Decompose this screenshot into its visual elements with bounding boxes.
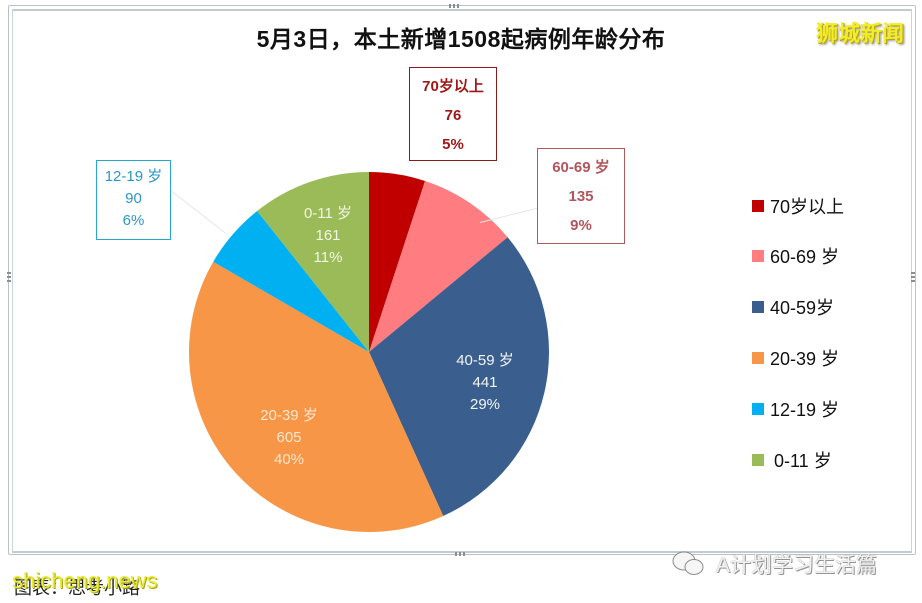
pie-slice-0-11 (257, 172, 369, 352)
legend-swatch (752, 352, 764, 364)
data-label-percent: 5% (442, 136, 464, 153)
legend-label: 70岁以上 (770, 197, 845, 217)
pie-slice-40-59 (369, 237, 550, 516)
data-label-count: 161 (315, 227, 341, 244)
data-label-70-plus: 70岁以上 76 5% (409, 67, 497, 161)
resize-handle-left[interactable] (7, 272, 11, 284)
data-label-0-11: 0-11 岁 161 11% (288, 203, 368, 269)
chart-title: 5月3日，本土新增1508起病例年龄分布 (256, 26, 666, 52)
site-watermark: shicheng.news (12, 568, 158, 593)
data-label-category: 12-19 岁 (104, 168, 163, 185)
pie-slice-60-69 (369, 180, 508, 352)
resize-handle-right[interactable] (911, 272, 915, 284)
data-label-40-59: 40-59 岁 441 29% (440, 350, 530, 416)
pie-slice-12-19 (213, 211, 369, 352)
legend-label: 12-19 岁 (770, 400, 840, 420)
legend-swatch (752, 454, 764, 466)
data-label-percent: 9% (570, 217, 592, 234)
legend-label: 0-11 岁 (774, 451, 832, 471)
data-label-percent: 29% (469, 396, 501, 413)
legend-swatch (752, 200, 764, 212)
data-label-category: 0-11 岁 (303, 205, 353, 222)
data-label-20-39: 20-39 岁 605 40% (244, 405, 334, 471)
resize-handle-top[interactable] (449, 4, 461, 8)
legend-label: 40-59岁 (770, 298, 835, 318)
data-label-count: 135 (568, 188, 594, 205)
data-label-count: 76 (444, 107, 462, 124)
resize-handle-bottom[interactable] (455, 552, 467, 556)
wechat-icon (672, 551, 704, 575)
legend-swatch (752, 403, 764, 415)
pie-slice-20-39 (189, 261, 444, 532)
wechat-account-name: A计划学习生活篇 (716, 554, 878, 577)
figure-caption: 图表：思考小路 (14, 578, 140, 598)
pie-slice-70-plus (369, 172, 426, 352)
data-label-count: 441 (472, 374, 498, 391)
data-label-count: 90 (125, 190, 142, 207)
data-label-60-69: 60-69 岁 135 9% (537, 148, 625, 244)
data-label-category: 40-59 岁 (456, 352, 514, 369)
data-label-category: 60-69 岁 (552, 159, 610, 176)
legend-swatch (752, 250, 764, 262)
legend-label: 20-39 岁 (770, 349, 840, 369)
data-label-12-19: 12-19 岁 90 6% (96, 160, 171, 240)
brand-logo: 狮城新闻 (815, 21, 904, 46)
data-label-percent: 6% (122, 212, 145, 229)
data-label-count: 605 (276, 429, 302, 446)
data-label-category: 20-39 岁 (260, 407, 318, 424)
legend-label: 60-69 岁 (770, 247, 840, 267)
data-label-percent: 40% (273, 451, 305, 468)
data-label-category: 70岁以上 (422, 78, 484, 95)
legend-swatch (752, 301, 764, 313)
data-label-percent: 11% (313, 249, 343, 266)
